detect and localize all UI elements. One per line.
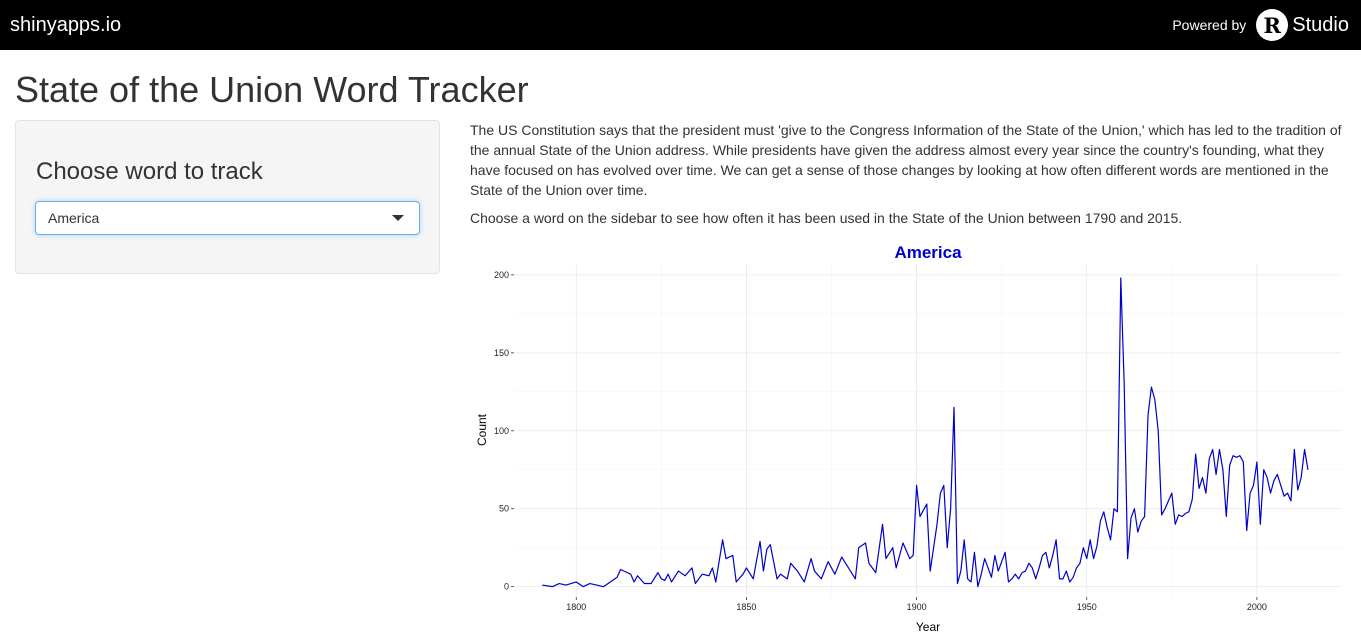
instruction-paragraph: Choose a word on the sidebar to see how …: [470, 210, 1183, 226]
x-tick-label: 1850: [736, 602, 756, 612]
word-select[interactable]: America: [35, 201, 420, 235]
page-title: State of the Union Word Tracker: [15, 69, 529, 110]
y-tick-label: 200: [494, 270, 509, 280]
top-navbar: shinyapps.io Powered by R Studio: [0, 0, 1361, 50]
y-tick-label: 0: [504, 582, 509, 592]
chart-axes: 0 50 100 150 200 1800 1850 1900 1950 2000: [494, 270, 1267, 612]
sidebar-panel: Choose word to track America: [15, 120, 440, 274]
powered-by-label: Powered by: [1172, 17, 1247, 33]
intro-paragraph: The US Constitution says that the presid…: [470, 122, 1342, 198]
word-count-chart: America 0 50 100 150 200 1800 1850 1900 1950 2000…: [475, 243, 1342, 634]
x-tick-label: 1800: [566, 602, 586, 612]
powered-by[interactable]: Powered by R Studio: [1172, 9, 1349, 41]
chart-grid: [515, 264, 1342, 596]
y-tick-label: 100: [494, 426, 509, 436]
word-select-label: Choose word to track: [36, 158, 263, 185]
x-tick-label: 1900: [907, 602, 927, 612]
rstudio-logo-icon: R: [1256, 9, 1289, 41]
word-select-value: America: [48, 210, 100, 226]
y-tick-label: 50: [499, 504, 509, 514]
main-panel: The US Constitution says that the presid…: [470, 120, 1350, 228]
y-tick-label: 150: [494, 348, 509, 358]
chart-title: America: [894, 243, 962, 262]
x-tick-label: 1950: [1077, 602, 1097, 612]
chevron-down-icon: [392, 215, 404, 221]
brand-link[interactable]: shinyapps.io: [10, 13, 122, 36]
rstudio-logo-text: Studio: [1292, 13, 1349, 36]
x-axis-label: Year: [916, 620, 940, 634]
series-line-america: [542, 277, 1309, 588]
y-axis-label: Count: [475, 413, 489, 446]
x-tick-label: 2000: [1247, 602, 1267, 612]
